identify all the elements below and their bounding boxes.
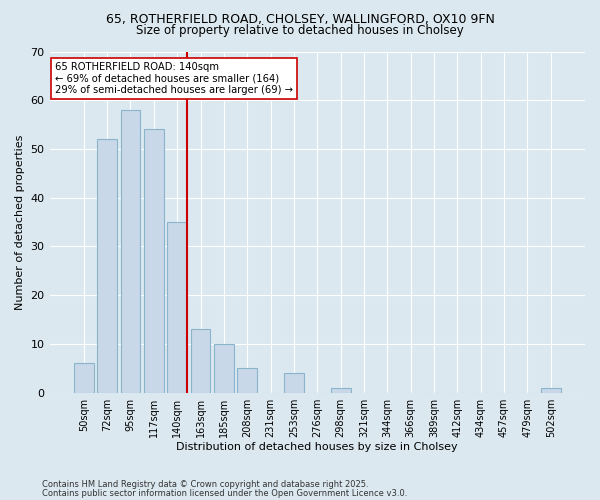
- Bar: [121, 110, 140, 393]
- Bar: [238, 368, 257, 392]
- Bar: [214, 344, 234, 393]
- X-axis label: Distribution of detached houses by size in Cholsey: Distribution of detached houses by size …: [176, 442, 458, 452]
- Bar: [167, 222, 187, 392]
- Text: Size of property relative to detached houses in Cholsey: Size of property relative to detached ho…: [136, 24, 464, 37]
- Y-axis label: Number of detached properties: Number of detached properties: [15, 134, 25, 310]
- Text: Contains public sector information licensed under the Open Government Licence v3: Contains public sector information licen…: [42, 489, 407, 498]
- Bar: [97, 139, 117, 392]
- Bar: [191, 330, 211, 392]
- Bar: [331, 388, 350, 392]
- Bar: [74, 364, 94, 392]
- Text: 65 ROTHERFIELD ROAD: 140sqm
← 69% of detached houses are smaller (164)
29% of se: 65 ROTHERFIELD ROAD: 140sqm ← 69% of det…: [55, 62, 293, 95]
- Bar: [541, 388, 560, 392]
- Bar: [144, 130, 164, 392]
- Text: Contains HM Land Registry data © Crown copyright and database right 2025.: Contains HM Land Registry data © Crown c…: [42, 480, 368, 489]
- Text: 65, ROTHERFIELD ROAD, CHOLSEY, WALLINGFORD, OX10 9FN: 65, ROTHERFIELD ROAD, CHOLSEY, WALLINGFO…: [106, 12, 494, 26]
- Bar: [284, 373, 304, 392]
